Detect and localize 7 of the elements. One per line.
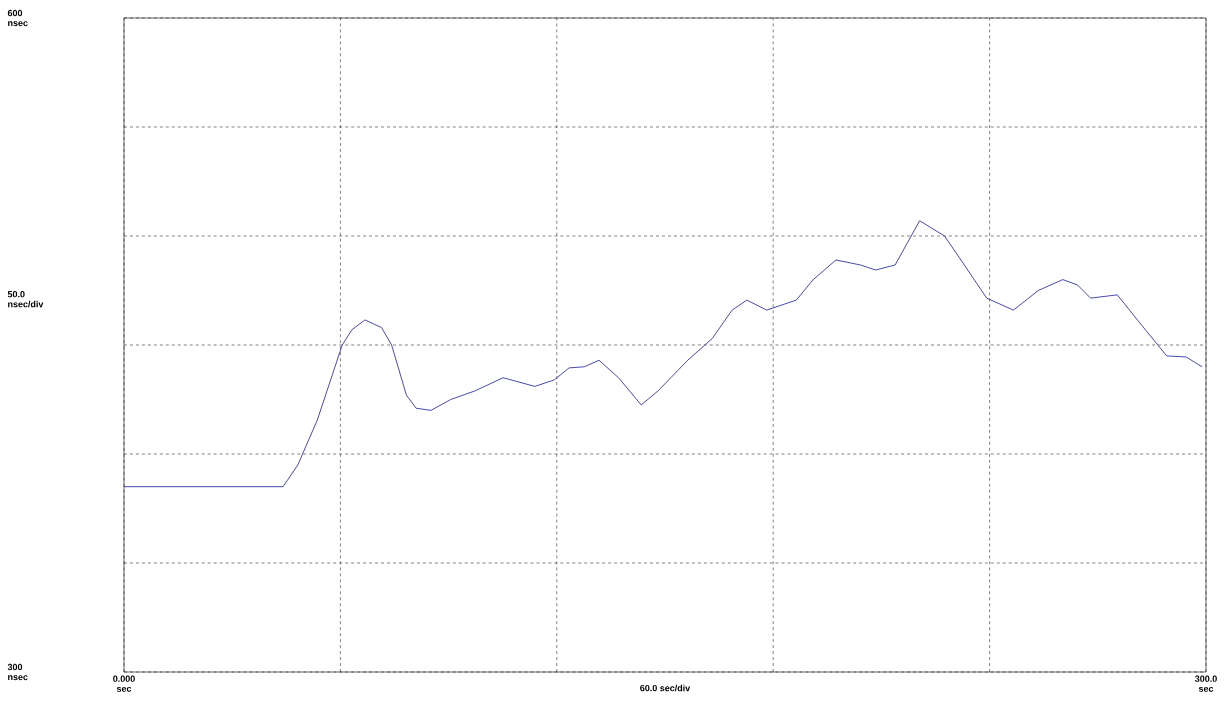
y-tick-label: 600 nsec: [7, 9, 28, 27]
y-axis-title: 50.0 nsec/div: [7, 291, 44, 308]
line-series: [124, 220, 1203, 488]
x-tick-label: 300.0 sec: [1194, 675, 1217, 692]
y-tick-label: 300 nsec: [7, 663, 28, 681]
x-tick-label: 0.000 sec: [113, 675, 135, 692]
x-axis-title: 60.0 sec/div: [640, 684, 691, 692]
